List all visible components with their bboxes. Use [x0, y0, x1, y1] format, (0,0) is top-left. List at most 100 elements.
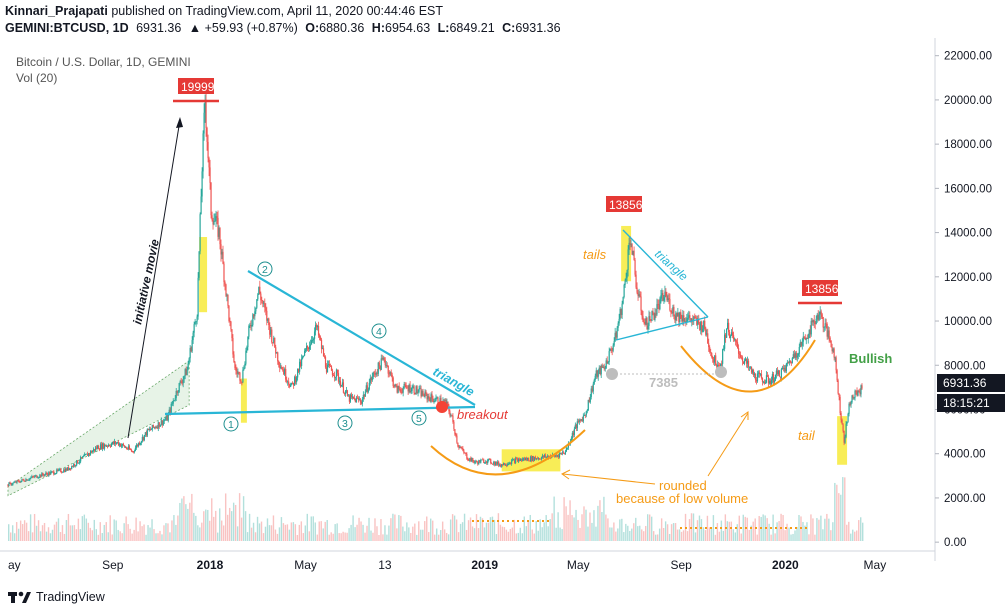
candle-body — [224, 282, 226, 285]
volume-bar — [272, 515, 275, 541]
candle-body — [840, 413, 842, 420]
candle-body — [787, 362, 789, 364]
volume-bar — [374, 518, 376, 541]
volume-bar — [625, 523, 627, 541]
volume-bar — [31, 532, 34, 541]
candle-body — [34, 475, 36, 478]
candle-body — [834, 357, 836, 359]
candle-body — [484, 462, 486, 464]
volume-bar — [15, 522, 18, 541]
candle-body — [358, 399, 360, 401]
volume-bar — [149, 527, 151, 541]
candle-body — [289, 384, 291, 387]
volume-bar — [654, 534, 657, 541]
candle-body — [467, 458, 469, 461]
volume-bar — [155, 533, 157, 541]
candle-body — [219, 227, 221, 245]
candle-body — [751, 370, 754, 373]
volume-bar — [25, 522, 28, 541]
candle-body — [803, 336, 805, 338]
candle-body — [27, 479, 29, 481]
volume-bar — [676, 529, 679, 541]
initiative-arrow — [127, 119, 181, 439]
plot-area[interactable] — [0, 38, 935, 551]
candle-body — [752, 370, 755, 376]
candle-body — [799, 341, 801, 348]
volume-bar — [292, 522, 295, 541]
candle-body — [692, 319, 694, 321]
candle-body — [107, 445, 110, 447]
candle-body — [186, 369, 188, 376]
candle-body — [462, 448, 464, 451]
candle-body — [802, 336, 804, 342]
volume-bar — [806, 522, 808, 541]
volume-bar — [169, 532, 171, 541]
candle-body — [434, 400, 436, 402]
candle-body — [736, 342, 739, 349]
volume-bar — [57, 518, 60, 541]
candle-body — [213, 221, 215, 225]
candle-body — [80, 457, 82, 462]
candle-body — [297, 368, 299, 378]
volume-bar — [641, 529, 643, 541]
candle-body — [565, 447, 567, 452]
volume-bar — [666, 524, 669, 541]
candle-body — [175, 390, 177, 399]
candle-body — [595, 370, 597, 376]
candle-body — [282, 369, 284, 371]
footer-brand[interactable]: TradingView — [8, 590, 105, 604]
candle-body — [357, 397, 359, 400]
volume-bar — [463, 513, 466, 541]
highlight-box — [240, 378, 247, 423]
volume-bar — [591, 522, 593, 541]
candle-body — [747, 360, 750, 367]
volume-bar — [445, 532, 448, 541]
candle-body — [39, 474, 41, 478]
candle-body — [456, 435, 458, 443]
candle-body — [500, 464, 502, 467]
volume-bar — [549, 519, 551, 541]
candle-body — [206, 127, 208, 142]
candle-body — [459, 447, 461, 449]
volume-bar — [854, 531, 856, 541]
candle-body — [695, 317, 697, 319]
volume-bar — [390, 518, 392, 541]
candle-body — [603, 366, 605, 369]
volume-bar — [53, 524, 56, 541]
candle-body — [183, 375, 185, 380]
candle-body — [469, 458, 471, 461]
volume-bar — [645, 525, 647, 541]
candle-body — [273, 337, 275, 343]
candle-body — [609, 348, 611, 352]
volume-bar — [324, 521, 326, 541]
candle-body — [555, 455, 558, 457]
candle-body — [455, 434, 457, 436]
volume-bar — [527, 521, 529, 541]
candle-body — [857, 391, 859, 396]
volume-bar — [603, 496, 605, 541]
volume-bar — [834, 482, 836, 541]
volume-bar — [848, 521, 850, 541]
candle-body — [194, 322, 196, 325]
candle-body — [538, 458, 541, 459]
candle-body — [414, 392, 416, 395]
volume-bar — [21, 524, 24, 541]
rounded-bottom-arc — [430, 429, 586, 476]
candle-body — [761, 377, 764, 382]
candle-body — [817, 314, 819, 320]
wave-point-label: 4 — [376, 326, 382, 338]
candle-body — [778, 370, 780, 377]
volume-bar — [601, 512, 603, 541]
candle-body — [541, 455, 544, 458]
candle-body — [675, 312, 677, 321]
candle-body — [176, 390, 178, 393]
y-tick-label: 0.00 — [944, 537, 966, 549]
candle-body — [639, 294, 641, 297]
author-name[interactable]: Kinnari_Prajapati — [5, 4, 108, 18]
candle-body — [580, 419, 582, 421]
candle-body — [408, 384, 410, 392]
candle-body — [268, 318, 270, 325]
volume-bar — [678, 529, 681, 541]
candle-body — [744, 358, 747, 361]
price-chart[interactable]: 22000.0020000.0018000.0016000.0014000.00… — [0, 38, 1007, 583]
